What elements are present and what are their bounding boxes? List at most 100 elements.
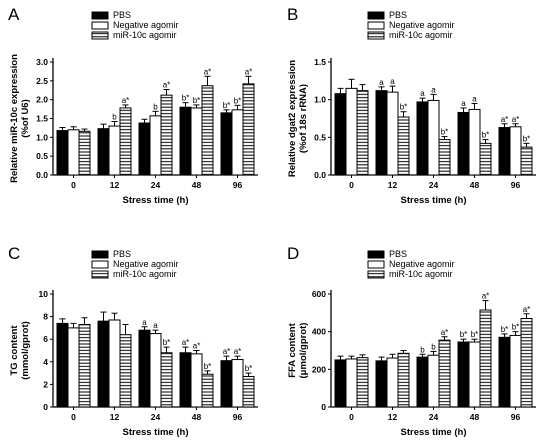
bar-2: [149, 333, 162, 408]
bar-1: [179, 106, 192, 176]
significance-label: b*: [204, 362, 212, 371]
significance-label: b*: [441, 128, 449, 137]
significance-label: a: [472, 94, 477, 103]
bar-1: [334, 93, 347, 176]
significance-label: a*: [512, 115, 520, 124]
legend-label-2: Negative agomir: [113, 259, 179, 269]
bar-3: [356, 357, 369, 408]
legend-swatch-2: [91, 21, 109, 30]
y-tick-label: 2: [43, 379, 48, 389]
significance-label: b*: [482, 131, 490, 140]
significance-label: a*: [182, 338, 190, 347]
bar-2: [468, 341, 481, 408]
significance-label: a*: [234, 347, 242, 356]
bar-1: [138, 329, 151, 408]
significance-label: a: [461, 99, 466, 108]
bar-3: [78, 130, 91, 176]
legend-swatch-1: [91, 11, 109, 20]
significance-label: a*: [204, 67, 212, 76]
x-axis-label: Stress time (h): [401, 195, 467, 206]
significance-label: b*: [512, 323, 520, 332]
y-tick-label: 4: [43, 357, 48, 367]
bar-2: [108, 125, 121, 176]
legend-label-2: Negative agomir: [389, 20, 455, 30]
x-tick-label: 12: [110, 180, 120, 190]
x-tick-label: 12: [388, 412, 398, 422]
y-axis-label: (%of U6): [20, 99, 31, 138]
legend-label-3: miR-10c agomir: [389, 269, 453, 279]
significance-label: b*: [245, 364, 253, 373]
bar-3: [479, 142, 492, 176]
y-axis-label: FFA content: [287, 322, 298, 377]
y-tick-label: 6: [43, 334, 48, 344]
x-tick-label: 96: [233, 180, 243, 190]
significance-label: b*: [523, 134, 531, 143]
legend-label-1: PBS: [389, 249, 407, 259]
bar-2: [67, 327, 80, 408]
legend-swatch-1: [91, 250, 109, 259]
bar-3: [119, 107, 132, 176]
y-tick-label: 1.0: [36, 132, 48, 142]
y-tick-label: 0.0: [36, 170, 48, 180]
bar-3: [242, 83, 255, 176]
bar-2: [149, 115, 162, 176]
bar-3: [201, 373, 214, 408]
bar-1: [375, 90, 388, 176]
significance-label: a: [153, 321, 158, 330]
legend-swatch-3: [91, 31, 109, 40]
significance-label: a: [390, 77, 395, 86]
significance-label: b: [153, 102, 158, 111]
bar-3: [201, 85, 214, 176]
y-tick-label: 200: [312, 364, 326, 374]
bar-2: [190, 353, 203, 408]
significance-label: b*: [234, 96, 242, 105]
x-tick-label: 12: [388, 180, 398, 190]
significance-label: a*: [245, 67, 253, 76]
bar-2: [190, 107, 203, 176]
y-tick-label: 600: [312, 289, 326, 299]
legend-label-1: PBS: [113, 249, 131, 259]
bar-1: [498, 336, 511, 408]
legend-swatch-1: [367, 250, 385, 259]
x-tick-label: 24: [151, 412, 161, 422]
significance-label: a: [420, 89, 425, 98]
bar-3: [119, 334, 132, 408]
panel-letter: B: [287, 5, 298, 24]
legend-label-3: miR-10c agomir: [113, 269, 177, 279]
y-axis-label: Relative dgat2 expression: [287, 60, 298, 177]
x-tick-label: 24: [151, 180, 161, 190]
bar-2: [509, 334, 522, 408]
bar-2: [427, 354, 440, 408]
legend-swatch-3: [367, 270, 385, 279]
bar-3: [356, 90, 369, 176]
y-tick-label: 0.0: [314, 170, 326, 180]
x-tick-label: 96: [233, 412, 243, 422]
significance-label: a*: [163, 80, 171, 89]
significance-label: b: [420, 345, 425, 354]
bar-1: [457, 341, 470, 408]
panel-letter: D: [287, 244, 299, 263]
y-axis-label: TG content: [9, 325, 20, 376]
y-tick-label: 0.5: [314, 132, 326, 142]
x-tick-label: 48: [470, 412, 480, 422]
y-tick-label: 8: [43, 312, 48, 322]
significance-label: b*: [460, 330, 468, 339]
bar-2: [231, 109, 244, 176]
bar-1: [498, 127, 511, 176]
bar-2: [468, 108, 481, 176]
significance-label: b*: [471, 330, 479, 339]
bar-2: [509, 126, 522, 176]
bar-3: [438, 339, 451, 408]
y-tick-label: 0: [43, 402, 48, 412]
bar-1: [457, 111, 470, 176]
bar-2: [231, 359, 244, 408]
bar-1: [56, 130, 69, 176]
significance-label: b*: [223, 101, 231, 110]
x-tick-label: 48: [470, 180, 480, 190]
bar-1: [97, 128, 110, 176]
legend-swatch-1: [367, 11, 385, 20]
